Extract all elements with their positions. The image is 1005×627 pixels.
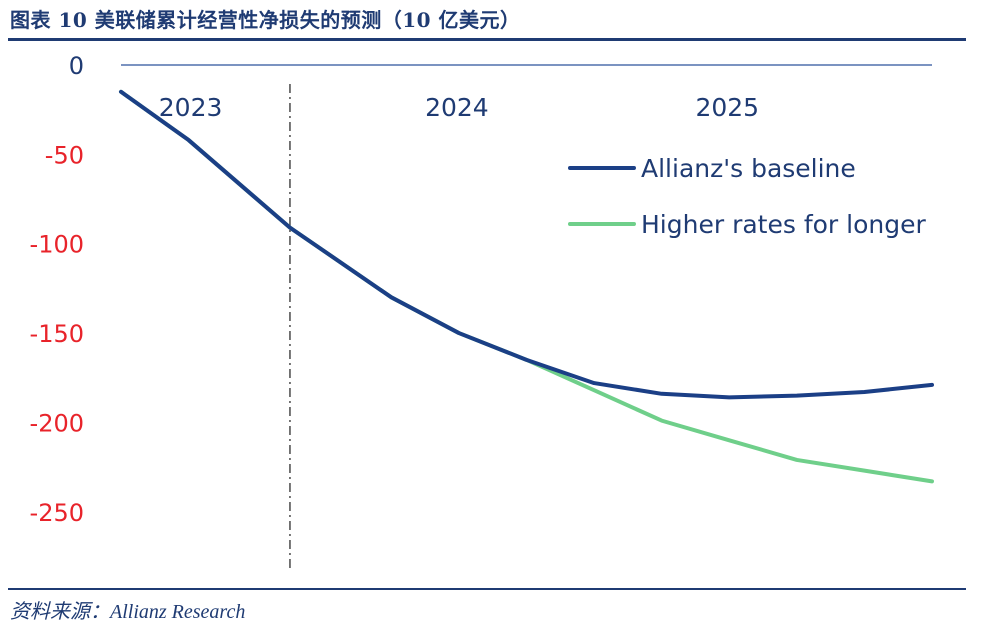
x-year-label: 2023	[159, 93, 223, 122]
y-tick-label: -200	[30, 409, 84, 437]
legend-label-baseline: Allianz's baseline	[641, 154, 856, 183]
x-year-label: 2025	[695, 93, 759, 122]
legend-label-higher-rates: Higher rates for longer	[641, 210, 926, 239]
source-note: 资料来源：Allianz Research	[10, 601, 246, 623]
y-tick-label: -50	[45, 141, 84, 169]
series-line-higher-rates	[119, 89, 934, 484]
top-rule	[8, 38, 966, 41]
y-tick-label: -100	[30, 231, 84, 259]
chart-area: 0 -50 -100 -150 -200 -250 2023 2024 2025 Allian…	[30, 52, 934, 572]
y-tick-label: 0	[69, 52, 84, 80]
bottom-rule	[8, 588, 966, 590]
x-year-label: 2024	[425, 93, 489, 122]
y-tick-label: -150	[30, 320, 84, 348]
figure-title: 图表 10 美联储累计经营性净损失的预测（10 亿美元）	[10, 8, 521, 32]
y-tick-label: -250	[30, 499, 84, 527]
series-line-baseline	[119, 89, 934, 400]
